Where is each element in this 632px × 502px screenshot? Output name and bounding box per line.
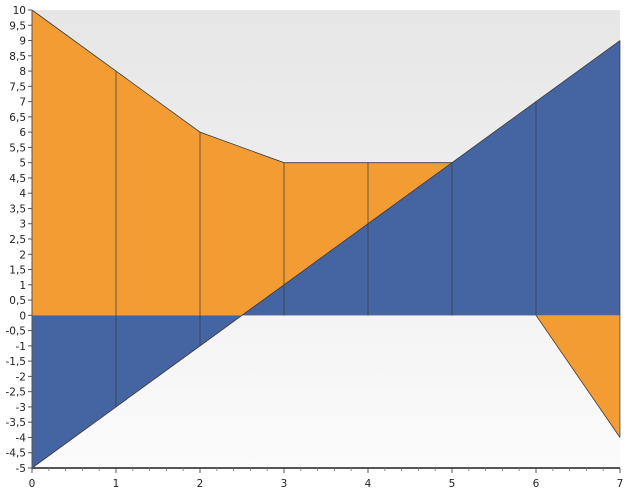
- y-tick-label: 8: [19, 66, 26, 78]
- y-tick-label: 5,5: [9, 142, 26, 154]
- x-axis-ticks: 0 1 2 3 4 5 6 7: [29, 468, 624, 490]
- y-tick-label: -3,5: [6, 417, 27, 429]
- y-tick-label: -2: [16, 371, 26, 383]
- y-tick-label: -0,5: [6, 326, 27, 338]
- y-tick-label: 9,5: [9, 20, 26, 32]
- y-tick-label: 9: [19, 36, 26, 48]
- y-tick-label: 5: [19, 158, 26, 170]
- y-tick-label: 1: [19, 280, 26, 292]
- y-tick-label: 2,5: [9, 234, 26, 246]
- y-tick-label: 4: [19, 188, 26, 200]
- y-tick-label: -1: [16, 341, 26, 353]
- y-tick-label: 6,5: [9, 112, 26, 124]
- y-tick-label: 6: [19, 127, 26, 139]
- y-tick-label: -4,5: [6, 448, 27, 460]
- y-tick-label: 3: [19, 219, 26, 231]
- x-tick-label: 5: [449, 478, 456, 490]
- y-tick-label: -1,5: [6, 356, 27, 368]
- y-tick-label: 1,5: [9, 265, 26, 277]
- x-tick-label: 2: [197, 478, 204, 490]
- y-tick-label: 7,5: [9, 81, 26, 93]
- y-tick-label: 2: [19, 249, 26, 261]
- y-tick-label: 8,5: [9, 51, 26, 63]
- y-tick-label: 3,5: [9, 203, 26, 215]
- y-axis-ticks: -5 -4,5 -4 -3,5 -3 -2,5 -2 -1,5 -1 -0,5 0 0,5 1 1,5 2 2…: [6, 5, 32, 475]
- x-tick-label: 4: [365, 478, 372, 490]
- y-tick-label: -4: [16, 432, 27, 444]
- y-tick-label: 0: [19, 310, 26, 322]
- series-2-line: [31, 40, 621, 469]
- x-tick-label: 3: [281, 478, 288, 490]
- x-tick-label: 6: [533, 478, 540, 490]
- x-tick-label: 1: [113, 478, 120, 490]
- y-tick-label: 0,5: [9, 295, 26, 307]
- x-tick-label: 7: [617, 478, 624, 490]
- y-tick-label: 7: [19, 97, 26, 109]
- y-tick-label: -5: [16, 463, 26, 475]
- y-tick-label: 10: [13, 5, 26, 17]
- y-tick-label: 4,5: [9, 173, 26, 185]
- y-tick-label: -2,5: [6, 387, 27, 399]
- x-tick-label: 0: [29, 478, 36, 490]
- y-tick-label: -3: [16, 402, 26, 414]
